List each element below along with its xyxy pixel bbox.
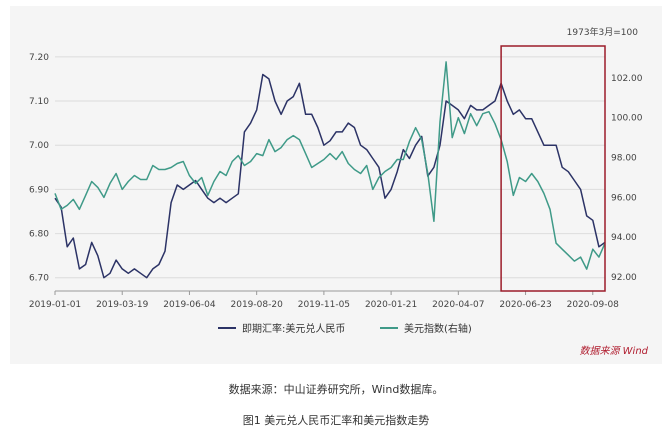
x-tick-label: 2019-03-19 [96,300,149,310]
x-tick-label: 2020-01-21 [365,300,417,310]
y-left-tick-label: 6.90 [29,185,49,195]
figure-caption: 图1 美元兑人民币汇率和美元指数走势 [242,414,430,427]
x-tick-label: 2020-04-07 [432,300,484,310]
x-tick-label: 2019-06-04 [163,300,216,310]
x-tick-label: 2019-08-20 [231,300,284,310]
y-right-tick-label: 102.00 [611,74,643,84]
usdcny-spot-line [54,73,606,279]
x-tick-label: 2020-09-08 [567,300,620,310]
y-right-tick-label: 94.00 [611,233,637,243]
x-tick-label: 2019-11-05 [298,300,350,310]
y-left-tick-label: 6.80 [29,230,49,240]
y-right-tick-label: 98.00 [611,154,637,164]
legend-label: 美元指数(右轴) [404,322,472,335]
y-left-tick-label: 6.70 [29,274,49,284]
legend-label: 即期汇率:美元兑人民币 [242,322,345,335]
highlight-box [500,45,606,292]
chart-panel: 1973年3月=100 6.70 6.80 6.90 7.00 7.10 7.20 92.00… [10,6,662,364]
y-right-tick-label: 92.00 [611,273,637,283]
line-chart: 1973年3月=100 6.70 6.80 6.90 7.00 7.10 7.20 92.00… [29,26,649,357]
right-axis-unit-note: 1973年3月=100 [567,26,639,38]
source-note: 数据来源：中山证券研究所，Wind数据库。 [228,383,444,396]
y-left-tick-label: 7.10 [29,97,49,107]
y-left-tick-label: 7.20 [29,53,49,63]
y-right-tick-label: 96.00 [611,193,637,203]
x-tick-label: 2019-01-01 [29,300,81,310]
x-tick-label: 2020-06-23 [499,300,551,310]
y-right-tick-label: 100.00 [611,114,643,124]
source-tag: 数据来源 Wind [579,345,648,357]
dollar-index-line [54,61,606,270]
y-left-tick-label: 7.00 [29,141,49,151]
